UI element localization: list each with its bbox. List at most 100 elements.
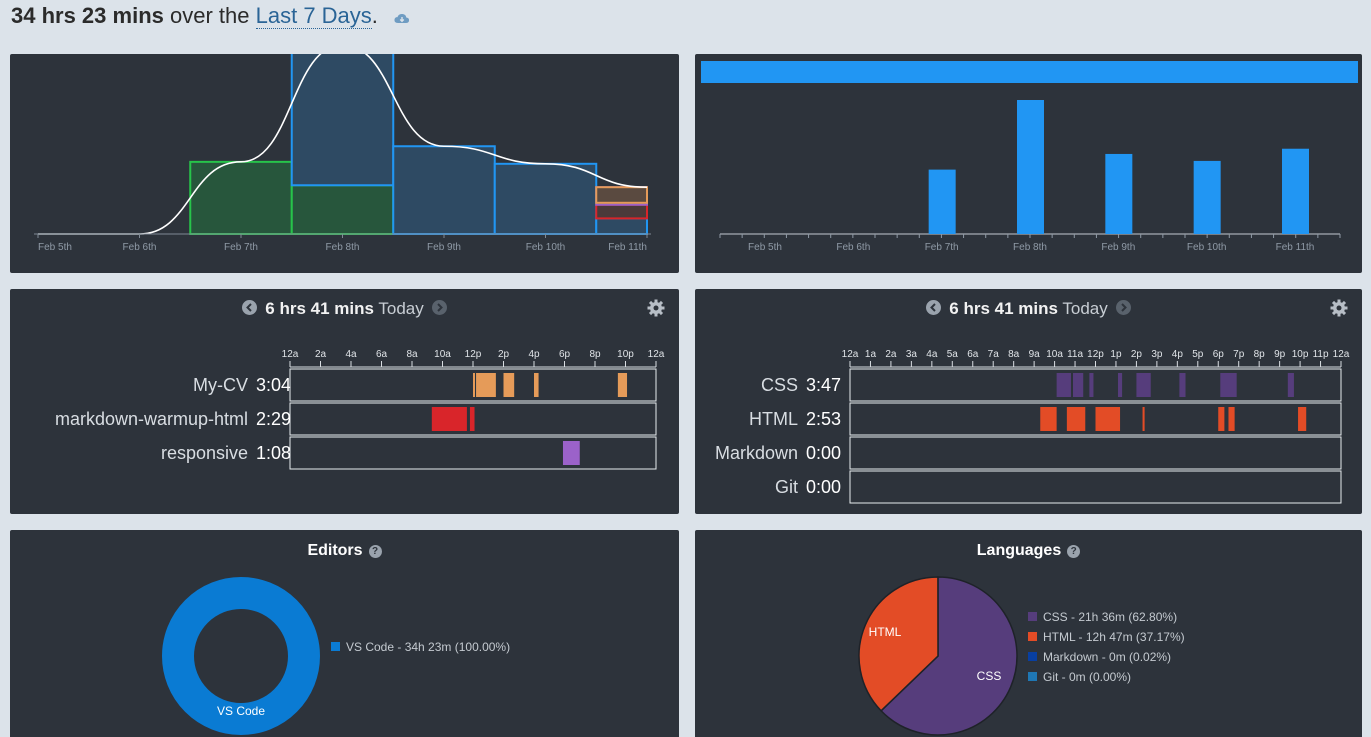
- hour-tick-label: 8p: [1254, 349, 1266, 360]
- day-bar: [1017, 100, 1044, 234]
- hour-tick-label: 8p: [589, 349, 601, 360]
- languages-day-total: 6 hrs 41 mins: [949, 299, 1058, 318]
- hour-tick-label: 1a: [865, 349, 877, 360]
- x-tick-label: Feb 6th: [836, 242, 870, 253]
- languages-pie-chart: HTML CSS CSS - 21h 36m (62.80%) HTML - 12h …: [858, 576, 1185, 736]
- legend-entry: CSS - 21h 36m (62.80%): [1043, 610, 1177, 624]
- hour-tick-label: 4p: [1172, 349, 1184, 360]
- timeline-row-frame: [849, 470, 1342, 504]
- editors-title: Editors?: [10, 542, 679, 560]
- weekly-bar-chart: Feb 5th Feb 6th Feb 7th Feb 8th Feb 9th Feb 1…: [701, 61, 1358, 253]
- date-range-link[interactable]: Last 7 Days: [255, 3, 372, 29]
- hour-tick-label: 9p: [1274, 349, 1286, 360]
- pie-slice: [858, 576, 939, 712]
- prev-day-icon[interactable]: [242, 299, 258, 320]
- hour-tick-label: 8a: [1008, 349, 1020, 360]
- day-bar: [1193, 160, 1221, 234]
- area-segment: [392, 145, 496, 235]
- x-tick-label: Feb 9th: [1101, 242, 1135, 253]
- hour-tick-label: 7p: [1233, 349, 1245, 360]
- activity-span: [1066, 407, 1086, 431]
- projects-day-label: Today: [378, 299, 424, 318]
- next-day-icon[interactable]: [431, 299, 447, 320]
- activity-span: [534, 373, 539, 397]
- activity-span: [1136, 373, 1151, 397]
- hour-tick-label: 4a: [345, 349, 357, 360]
- cloud-download-icon[interactable]: [394, 4, 410, 30]
- hour-tick-label: 6p: [559, 349, 571, 360]
- row-label: HTML: [749, 409, 798, 429]
- legend-entry: HTML - 12h 47m (37.17%): [1043, 630, 1185, 644]
- pie-slice-label: HTML: [869, 625, 902, 639]
- hour-tick-label: 9a: [1029, 349, 1041, 360]
- row-time: 2:29: [256, 409, 291, 429]
- activity-span: [431, 407, 467, 431]
- languages-title-text: Languages: [976, 542, 1062, 559]
- hour-tick-label: 2a: [885, 349, 897, 360]
- gear-icon[interactable]: [647, 299, 665, 322]
- activity-span: [1072, 373, 1084, 397]
- activity-span: [562, 441, 580, 465]
- x-tick-label: Feb 11th: [608, 242, 647, 253]
- hour-tick-label: 3a: [906, 349, 918, 360]
- hour-tick-label: 10a: [434, 349, 451, 360]
- hour-tick-label: 2p: [498, 349, 510, 360]
- row-label: Git: [775, 477, 798, 497]
- legend-entry: Markdown - 0m (0.02%): [1043, 650, 1171, 664]
- x-tick-label: Feb 10th: [526, 242, 565, 253]
- x-tick-label: Feb 7th: [224, 242, 258, 253]
- activity-span: [1218, 407, 1225, 431]
- pie-slice: [880, 576, 1018, 736]
- x-tick-label: Feb 7th: [925, 242, 959, 253]
- activity-span: [617, 373, 628, 397]
- activity-span: [1095, 407, 1121, 431]
- x-tick-label: Feb 5th: [748, 242, 782, 253]
- timeline-row-frame: [849, 436, 1342, 470]
- hour-tick-label: 10a: [1046, 349, 1063, 360]
- activity-span: [1298, 407, 1307, 431]
- next-day-icon[interactable]: [1115, 299, 1131, 320]
- help-icon[interactable]: ?: [368, 545, 382, 558]
- activity-span: [473, 373, 475, 397]
- hour-tick-label: 10p: [617, 349, 634, 360]
- help-icon[interactable]: ?: [1067, 545, 1081, 558]
- activity-span: [469, 407, 475, 431]
- hour-tick-label: 11a: [1067, 349, 1083, 360]
- header-period: .: [371, 3, 378, 28]
- hour-tick-label: 2a: [315, 349, 327, 360]
- day-bar: [1105, 153, 1133, 234]
- gear-icon[interactable]: [1330, 299, 1348, 322]
- x-tick-label: Feb 9th: [427, 242, 461, 253]
- row-label: My-CV: [193, 375, 248, 395]
- legend-swatch: [1028, 632, 1037, 641]
- activity-span: [1220, 373, 1237, 397]
- hour-tick-label: 3p: [1151, 349, 1163, 360]
- languages-day-panel: 6 hrs 41 mins Today 12a 1a 2a 3a 4a 5a 6a 7a 8a 9…: [695, 289, 1362, 514]
- timeline-row-frame: [289, 436, 657, 470]
- editors-panel: Editors? VS Code VS Code - 34h 23m (100.0…: [10, 530, 679, 737]
- hour-tick-label: 7a: [988, 349, 1000, 360]
- activity-span: [1179, 373, 1186, 397]
- row-time: 2:53: [806, 409, 841, 429]
- hour-tick-label: 10p: [1292, 349, 1309, 360]
- languages-panel: Languages? HTML CSS CSS - 21h 36m (62.80%)…: [695, 530, 1362, 737]
- legend-swatch: [1028, 612, 1037, 621]
- total-bar: [701, 61, 1358, 83]
- weekly-stacked-chart: Feb 5th Feb 6th Feb 7th Feb 8th Feb 9th Feb 1…: [34, 43, 651, 253]
- total-time: 34 hrs 23 mins: [11, 3, 164, 28]
- activity-span: [476, 373, 496, 397]
- weekly-stacked-chart-panel: Feb 5th Feb 6th Feb 7th Feb 8th Feb 9th Feb 1…: [10, 43, 679, 273]
- hour-tick-label: 12a: [842, 349, 859, 360]
- hour-tick-label: 12a: [1333, 349, 1350, 360]
- activity-span: [1287, 373, 1294, 397]
- x-tick-label: Feb 5th: [38, 242, 72, 253]
- timeline-row-frame: [849, 402, 1342, 436]
- hour-tick-label: 1p: [1110, 349, 1122, 360]
- prev-day-icon[interactable]: [926, 299, 942, 320]
- donut-slice-label: VS Code: [217, 704, 265, 718]
- timeline-row-frame: [289, 368, 657, 402]
- x-tick-label: Feb 6th: [123, 242, 157, 253]
- row-label: CSS: [761, 375, 798, 395]
- row-time: 1:08: [256, 443, 291, 463]
- row-label: Markdown: [715, 443, 798, 463]
